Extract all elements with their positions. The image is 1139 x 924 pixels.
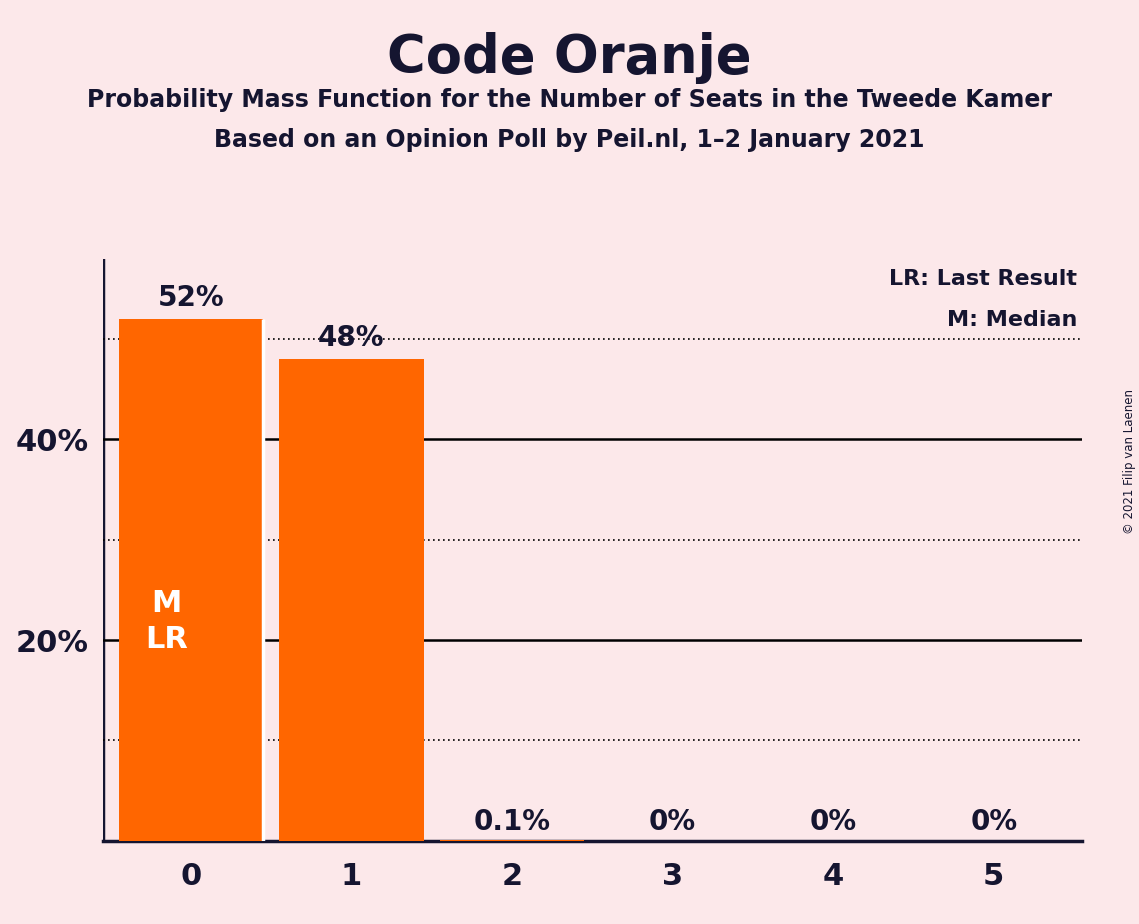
Text: 0%: 0% xyxy=(970,808,1017,836)
Text: 0%: 0% xyxy=(810,808,857,836)
Text: M: Median: M: Median xyxy=(947,310,1077,330)
Text: 0.1%: 0.1% xyxy=(474,808,550,836)
Text: Code Oranje: Code Oranje xyxy=(387,32,752,84)
Text: Probability Mass Function for the Number of Seats in the Tweede Kamer: Probability Mass Function for the Number… xyxy=(87,88,1052,112)
Text: © 2021 Filip van Laenen: © 2021 Filip van Laenen xyxy=(1123,390,1137,534)
Text: LR: Last Result: LR: Last Result xyxy=(890,269,1077,289)
Text: 0%: 0% xyxy=(649,808,696,836)
Text: 52%: 52% xyxy=(157,284,224,312)
Bar xyxy=(279,359,424,841)
Text: Based on an Opinion Poll by Peil.nl, 1–2 January 2021: Based on an Opinion Poll by Peil.nl, 1–2… xyxy=(214,128,925,152)
Text: 48%: 48% xyxy=(318,324,385,352)
Text: M
LR: M LR xyxy=(146,590,188,654)
Bar xyxy=(118,319,263,841)
Bar xyxy=(440,840,584,841)
